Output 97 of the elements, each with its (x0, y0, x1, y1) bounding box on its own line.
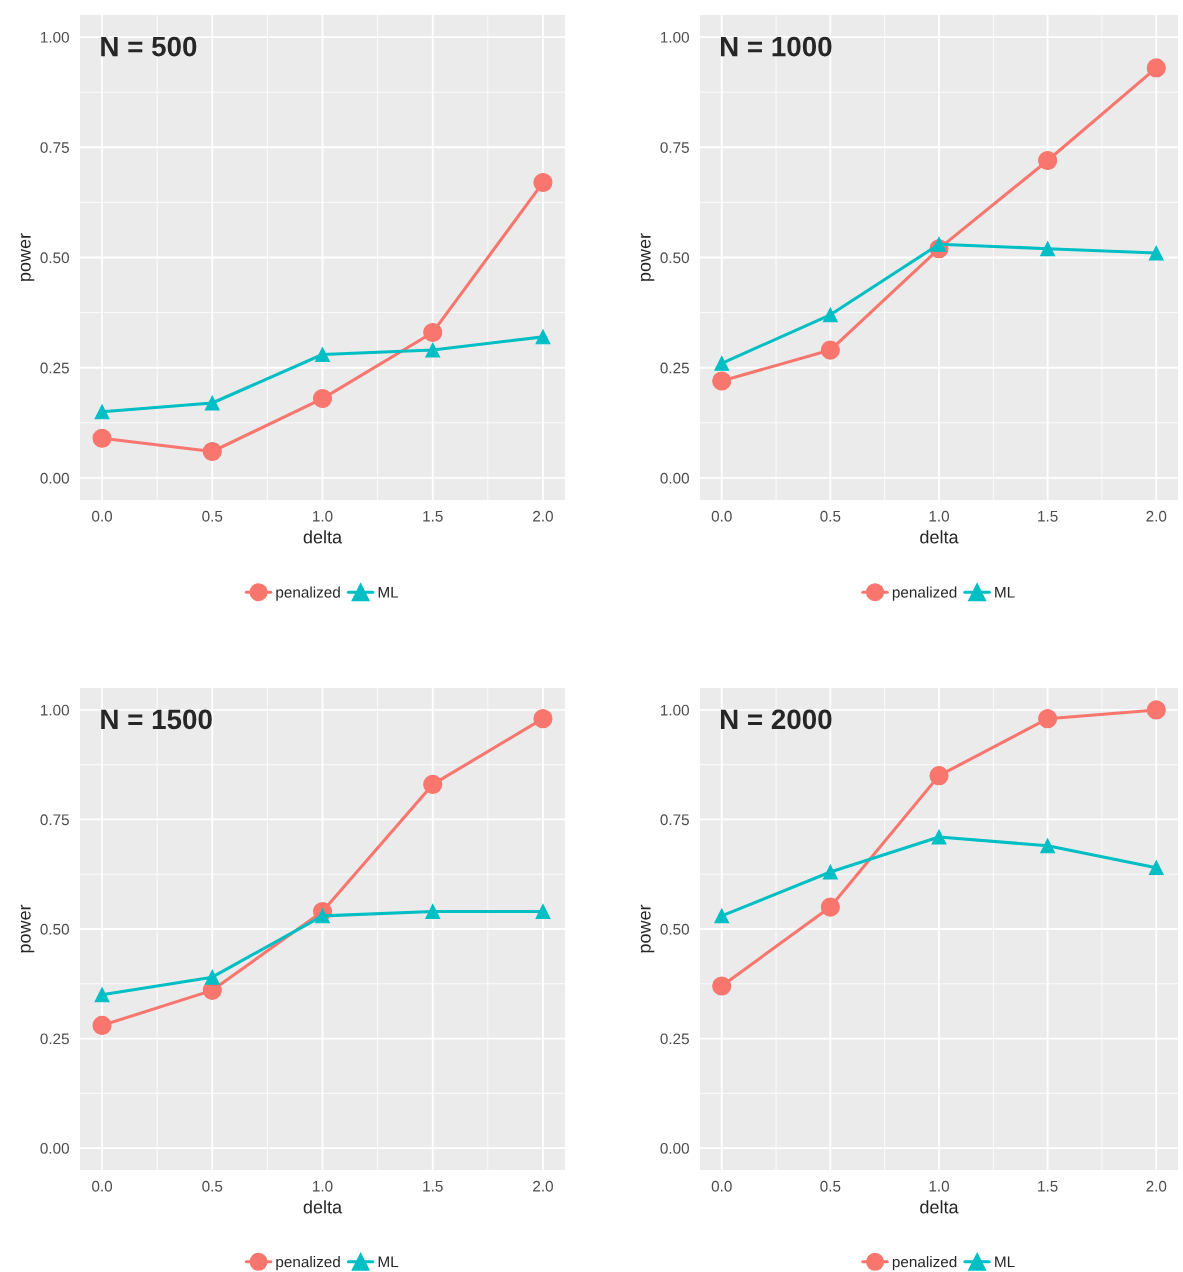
y-tick-label: 0.50 (660, 252, 689, 264)
point (423, 774, 443, 794)
x-tick-label: 2.0 (1146, 1180, 1167, 1192)
point (1148, 860, 1164, 876)
point (533, 173, 553, 193)
y-tick-label: 0.50 (40, 923, 69, 935)
y-tick-label: 0.00 (660, 1142, 689, 1154)
point (315, 347, 330, 362)
point (1148, 245, 1164, 261)
legend-label: penalized (892, 1256, 957, 1271)
y-tick-label: 1.00 (41, 31, 69, 43)
x-tick-label: 0.0 (92, 510, 113, 522)
x-tick-label: 0.0 (711, 1180, 732, 1192)
point (820, 897, 840, 917)
x-tick-label: 2.0 (533, 510, 553, 522)
point (94, 404, 110, 420)
point (315, 908, 330, 924)
y-tick-label: 0.25 (660, 1033, 689, 1045)
point (929, 766, 949, 786)
point (92, 1015, 112, 1035)
legend-label: ML (378, 587, 399, 598)
x-tick-label: 1.0 (929, 1180, 950, 1192)
point (423, 322, 443, 342)
x-axis-title: delta (920, 530, 959, 544)
point (1038, 709, 1058, 729)
x-tick-label: 0.0 (711, 510, 732, 522)
point (714, 355, 730, 371)
point (535, 904, 551, 919)
legend-label: ML (995, 587, 1015, 598)
x-tick-label: 1.0 (313, 510, 333, 522)
y-tick-label: 0.75 (40, 814, 69, 826)
annotation: N = 500 (101, 36, 197, 57)
y-tick-label: 0.25 (40, 1033, 69, 1045)
y-tick-label: 0.00 (660, 472, 689, 484)
point (204, 969, 220, 985)
point (533, 709, 553, 729)
y-tick-label: 1.00 (661, 31, 689, 43)
y-axis-title: power (20, 904, 35, 953)
y-tick-label: 0.75 (660, 814, 689, 826)
y-tick-label: 0.00 (40, 1142, 69, 1154)
legend-label: ML (995, 1256, 1015, 1268)
point (1146, 700, 1166, 720)
legend-label: penalized (892, 586, 957, 601)
point (1040, 241, 1056, 257)
point (820, 340, 840, 360)
y-tick-label: 1.00 (661, 704, 689, 716)
point (1038, 150, 1058, 171)
y-axis-title: power (640, 233, 655, 281)
y-tick-label: 0.25 (660, 362, 689, 374)
point (425, 342, 441, 358)
x-axis-title: delta (920, 1200, 959, 1214)
point (204, 395, 220, 411)
y-tick-label: 0.75 (40, 142, 69, 153)
annotation: N = 1500 (101, 709, 212, 730)
x-tick-label: 1.5 (423, 510, 443, 522)
point (712, 976, 732, 996)
legend-label: penalized (276, 586, 340, 601)
point (92, 428, 112, 448)
point (714, 908, 730, 924)
point (312, 389, 333, 409)
x-axis-title: delta (303, 530, 343, 544)
point (712, 371, 732, 391)
y-axis-title: power (20, 233, 35, 281)
point (425, 904, 441, 919)
x-tick-label: 0.0 (92, 1180, 113, 1192)
x-tick-label: 0.5 (202, 1180, 223, 1192)
x-tick-label: 0.5 (202, 510, 223, 522)
y-tick-label: 0.50 (40, 252, 69, 264)
point (822, 864, 838, 880)
legend-label: penalized (276, 1256, 340, 1271)
x-tick-label: 1.0 (929, 510, 950, 522)
point (535, 329, 551, 345)
x-tick-label: 2.0 (1146, 510, 1167, 522)
x-tick-label: 1.5 (423, 1180, 443, 1192)
annotation: N = 1000 (720, 36, 832, 57)
legend-label: ML (378, 1256, 399, 1268)
annotation: N = 2000 (720, 709, 832, 730)
x-tick-label: 0.5 (820, 510, 841, 522)
y-tick-label: 0.00 (40, 472, 69, 484)
point (1146, 58, 1166, 78)
point (1040, 838, 1056, 854)
point (931, 829, 947, 845)
point (822, 307, 838, 323)
y-tick-label: 0.75 (660, 142, 689, 153)
y-tick-label: 0.50 (660, 923, 689, 935)
x-tick-label: 2.0 (533, 1180, 553, 1192)
x-axis-title: delta (303, 1200, 343, 1214)
point (931, 236, 947, 252)
x-tick-label: 1.0 (313, 1180, 333, 1192)
y-axis-title: power (640, 904, 655, 953)
x-tick-label: 1.5 (1038, 510, 1058, 522)
point (94, 987, 110, 1003)
x-tick-label: 1.5 (1038, 1180, 1058, 1192)
y-tick-label: 1.00 (41, 704, 69, 716)
point (202, 441, 222, 462)
x-tick-label: 0.5 (820, 1180, 841, 1192)
y-tick-label: 0.25 (40, 362, 69, 374)
